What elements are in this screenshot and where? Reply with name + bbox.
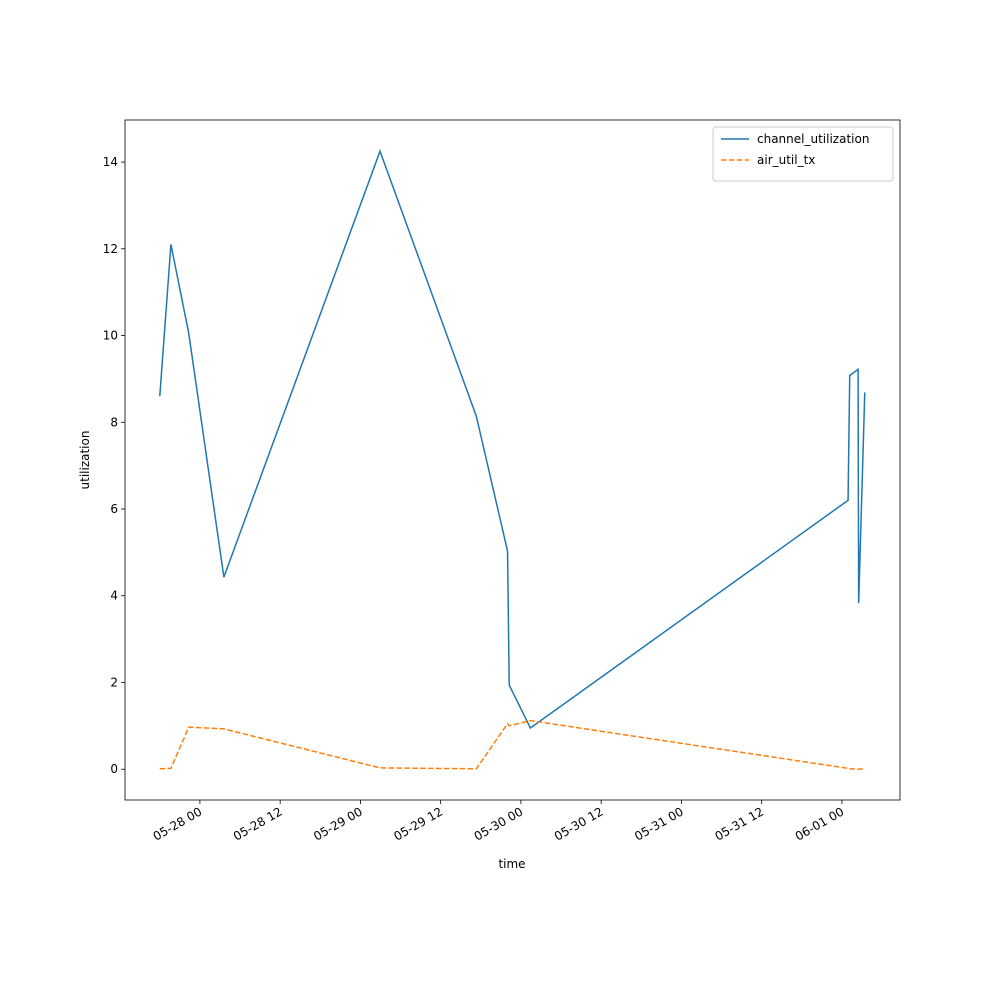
series-line (159, 149, 866, 730)
legend-box (712, 126, 894, 182)
x-tick-label: 05-30 12 (552, 804, 606, 843)
plot-frame (124, 119, 901, 801)
y-tick-label: 0 (110, 762, 118, 776)
y-tick-label: 8 (110, 415, 118, 429)
y-tick-label: 2 (110, 675, 118, 689)
x-tick-label: 05-30 00 (472, 804, 526, 843)
legend-label: channel_utilization (757, 132, 869, 146)
series-line (159, 719, 865, 770)
x-tick-label: 06-01 00 (793, 804, 847, 843)
x-tick-label: 05-28 12 (231, 804, 285, 843)
y-tick-label: 10 (103, 329, 118, 343)
y-tick-label: 12 (103, 242, 118, 256)
y-tick-label: 4 (110, 589, 118, 603)
x-tick-label: 05-29 12 (391, 804, 445, 843)
x-tick-label: 05-29 00 (311, 804, 365, 843)
x-tick-label: 05-31 12 (712, 804, 766, 843)
legend-label: air_util_tx (757, 153, 815, 167)
x-tick-label: 05-31 00 (632, 804, 686, 843)
x-axis-label: time (498, 857, 525, 871)
y-tick-label: 14 (103, 155, 118, 169)
y-axis-label: utilization (78, 431, 92, 490)
x-tick-label: 05-28 00 (151, 804, 205, 843)
y-tick-label: 6 (110, 502, 118, 516)
